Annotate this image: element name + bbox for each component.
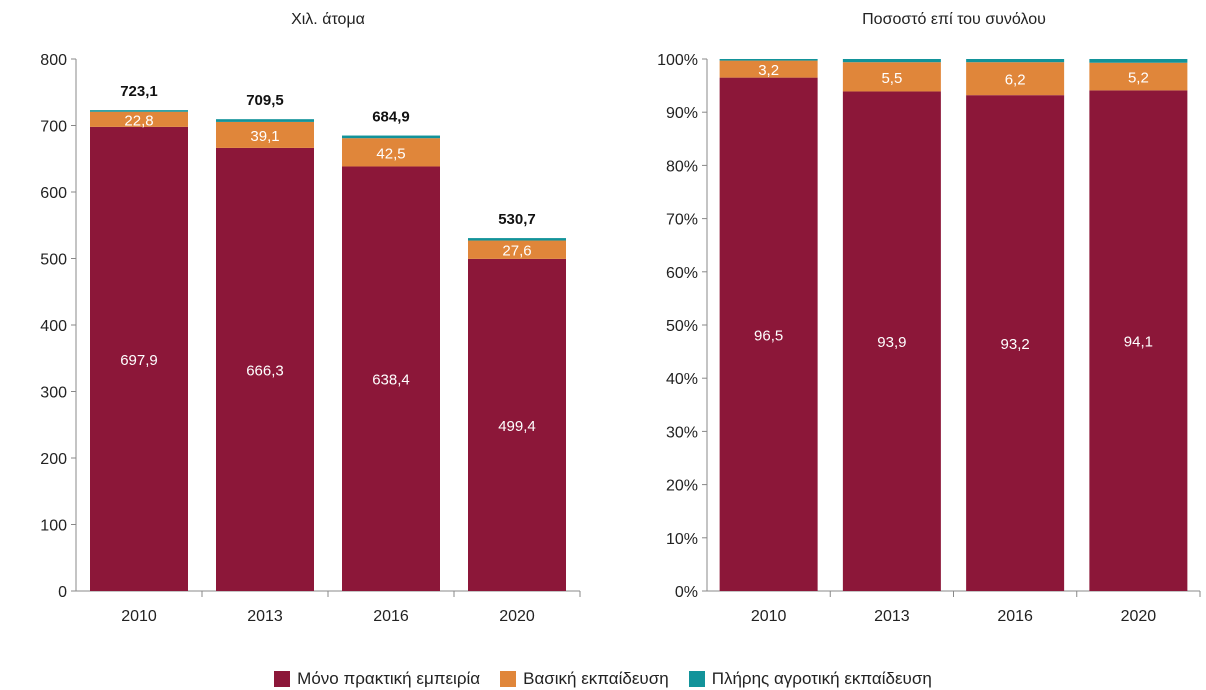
chart-pct-x-tick-label: 2016 <box>997 608 1033 625</box>
chart-pct-data-label: 93,9 <box>877 334 906 351</box>
chart-abs-bar-practical <box>90 126 188 592</box>
chart-abs-y-tick-label: 200 <box>40 451 67 468</box>
chart-abs-y-tick-label: 700 <box>40 119 67 136</box>
chart-pct-bar-basic <box>719 60 818 78</box>
legend-item-basic: Βασική εκπαίδευση <box>500 669 669 689</box>
chart-pct-y-tick-label: 50% <box>666 318 698 335</box>
chart-abs-bar-practical <box>216 147 314 591</box>
chart-abs-y-tick-label: 0 <box>58 584 67 601</box>
chart-pct-data-label: 3,2 <box>758 62 779 79</box>
chart-pct-x-tick-label: 2013 <box>874 608 910 625</box>
chart-pct-y-tick-label: 70% <box>666 212 698 229</box>
chart-pct-y-tick-label: 10% <box>666 531 698 548</box>
legend-label-basic: Βασική εκπαίδευση <box>523 669 669 688</box>
chart-pct-title: Ποσοστό επί του συνόλου <box>862 11 1046 28</box>
chart-abs-data-label: 22,8 <box>124 112 153 129</box>
chart-pct-data-label: 5,2 <box>1128 70 1149 87</box>
chart-abs-total-label: 709,5 <box>246 92 284 109</box>
chart-abs-bar-basic <box>342 138 440 167</box>
legend-swatch-practical <box>274 671 291 687</box>
chart-abs-data-label: 499,4 <box>498 418 536 435</box>
chart-abs-total-label: 684,9 <box>372 109 410 126</box>
chart-abs-bar-full <box>342 135 440 139</box>
chart-pct-bar-practical <box>719 77 818 592</box>
chart-abs-y-tick-label: 800 <box>40 52 67 69</box>
chart-abs-x-tick-label: 2010 <box>121 608 157 625</box>
chart-pct-bar-full <box>719 59 818 61</box>
chart-abs-data-label: 697,9 <box>120 352 158 369</box>
chart-pct-data-label: 93,2 <box>1001 336 1030 353</box>
chart-pct-y-tick-label: 40% <box>666 371 698 388</box>
chart-abs-y-tick-label: 100 <box>40 518 67 535</box>
legend: Μόνο πρακτική εμπειρία Βασική εκπαίδευση… <box>0 669 1206 689</box>
chart-pct-bar-full <box>966 59 1065 63</box>
chart-pct-data-label: 5,5 <box>881 70 902 87</box>
chart-abs-title: Χιλ. άτομα <box>291 11 365 28</box>
chart-abs-total-label: 723,1 <box>120 83 158 100</box>
chart-abs-bar-practical <box>468 258 566 591</box>
chart-abs-x-tick-label: 2013 <box>247 608 283 625</box>
chart-abs-y-tick-label: 400 <box>40 318 67 335</box>
chart-pct-data-label: 6,2 <box>1005 72 1026 89</box>
chart-abs-bar-practical <box>342 166 440 592</box>
charts-area: Χιλ. άτομα 0 100 200 300 400 500 600 700 800 2010 6… <box>40 11 1201 625</box>
chart-pct-y-tick-label: 30% <box>666 424 698 441</box>
chart-abs-y-tick-label: 300 <box>40 385 67 402</box>
chart-abs-bar-full <box>468 238 566 241</box>
chart-pct-bar-basic <box>966 62 1065 96</box>
legend-item-practical: Μόνο πρακτική εμπειρία <box>274 669 480 689</box>
chart-pct-bar-practical <box>1089 90 1188 591</box>
chart-pct-bar-basic <box>842 62 941 92</box>
chart-pct-x-tick-label: 2010 <box>751 608 787 625</box>
chart-abs-x-tick-label: 2020 <box>499 608 535 625</box>
chart-abs-data-label: 666,3 <box>246 362 284 379</box>
chart-pct-x-tick-label: 2020 <box>1121 608 1157 625</box>
chart-pct-bar-practical <box>842 91 941 592</box>
legend-label-practical: Μόνο πρακτική εμπειρία <box>297 669 481 688</box>
chart-abs-x-tick-label: 2016 <box>373 608 409 625</box>
chart-pct-y-tick-label: 60% <box>666 265 698 282</box>
chart-pct-y-tick-label: 80% <box>666 158 698 175</box>
chart-abs-bar-basic <box>468 240 566 259</box>
chart-pct-bar-practical <box>966 95 1065 592</box>
chart-abs-y-tick-label: 500 <box>40 252 67 269</box>
legend-swatch-full <box>688 671 705 687</box>
chart-pct-bar-full <box>842 59 941 63</box>
chart-abs-bar-basic <box>216 121 314 148</box>
chart-pct-y-tick-label: 20% <box>666 478 698 495</box>
chart-abs-total-label: 530,7 <box>498 211 536 228</box>
chart-pct-data-label: 94,1 <box>1124 334 1153 351</box>
legend-label-full: Πλήρης αγροτική εκπαίδευση <box>711 669 932 688</box>
chart-pct-y-tick-label: 100% <box>657 52 698 69</box>
chart-abs-data-label: 39,1 <box>250 128 279 145</box>
chart-abs-bar-full <box>216 119 314 122</box>
chart-pct-data-label: 96,5 <box>754 327 783 344</box>
chart-pct-bar-full <box>1089 59 1188 63</box>
legend-swatch-basic <box>500 671 517 687</box>
chart-abs-y-tick-label: 600 <box>40 185 67 202</box>
chart-abs-data-label: 638,4 <box>372 372 410 389</box>
chart-pct-bar-basic <box>1089 62 1188 91</box>
chart-pct-y-tick-label: 0% <box>675 584 698 601</box>
legend-item-full: Πλήρης αγροτική εκπαίδευση <box>688 669 932 689</box>
chart-abs-bar-basic <box>90 111 188 127</box>
chart-abs-bar-full <box>90 110 188 112</box>
chart-abs-data-label: 27,6 <box>502 243 531 260</box>
chart-pct-y-tick-label: 90% <box>666 105 698 122</box>
chart-abs-data-label: 42,5 <box>376 145 405 162</box>
